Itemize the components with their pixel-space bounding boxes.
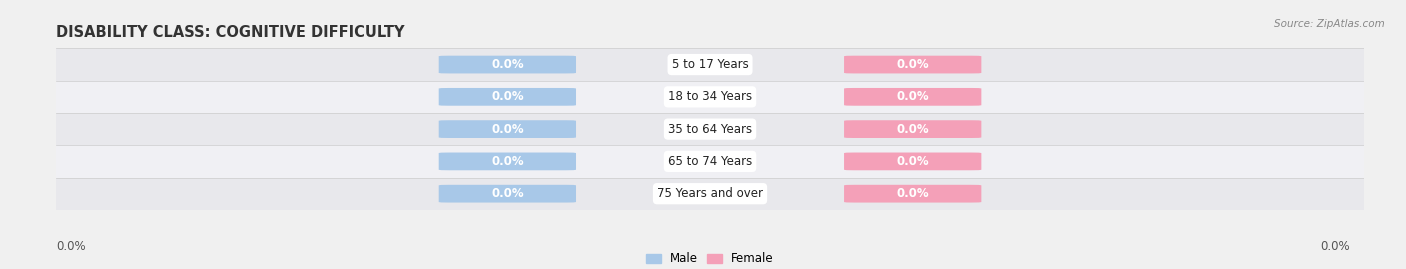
Text: 0.0%: 0.0% [491, 187, 523, 200]
Bar [56, 113, 1364, 145]
Text: 0.0%: 0.0% [491, 90, 523, 103]
Bar [56, 145, 1364, 178]
FancyBboxPatch shape [844, 56, 981, 73]
Text: 0.0%: 0.0% [897, 58, 929, 71]
Legend: Male, Female: Male, Female [647, 252, 773, 265]
FancyBboxPatch shape [439, 120, 576, 138]
Text: 35 to 64 Years: 35 to 64 Years [668, 123, 752, 136]
Text: 5 to 17 Years: 5 to 17 Years [672, 58, 748, 71]
Text: 65 to 74 Years: 65 to 74 Years [668, 155, 752, 168]
FancyBboxPatch shape [844, 120, 981, 138]
FancyBboxPatch shape [844, 185, 981, 203]
FancyBboxPatch shape [439, 56, 576, 73]
Text: 0.0%: 0.0% [56, 240, 86, 253]
Text: 0.0%: 0.0% [491, 123, 523, 136]
Bar [56, 48, 1364, 81]
Text: DISABILITY CLASS: COGNITIVE DIFFICULTY: DISABILITY CLASS: COGNITIVE DIFFICULTY [56, 25, 405, 40]
Text: 0.0%: 0.0% [1320, 240, 1350, 253]
Text: 0.0%: 0.0% [897, 155, 929, 168]
Text: 75 Years and over: 75 Years and over [657, 187, 763, 200]
Text: 0.0%: 0.0% [897, 123, 929, 136]
Text: 0.0%: 0.0% [491, 58, 523, 71]
Text: 18 to 34 Years: 18 to 34 Years [668, 90, 752, 103]
FancyBboxPatch shape [439, 88, 576, 106]
FancyBboxPatch shape [439, 185, 576, 203]
Text: Source: ZipAtlas.com: Source: ZipAtlas.com [1274, 19, 1385, 29]
Bar [56, 178, 1364, 210]
Text: 0.0%: 0.0% [897, 90, 929, 103]
Bar [56, 81, 1364, 113]
FancyBboxPatch shape [844, 153, 981, 170]
Text: 0.0%: 0.0% [897, 187, 929, 200]
Text: 0.0%: 0.0% [491, 155, 523, 168]
FancyBboxPatch shape [439, 153, 576, 170]
FancyBboxPatch shape [844, 88, 981, 106]
